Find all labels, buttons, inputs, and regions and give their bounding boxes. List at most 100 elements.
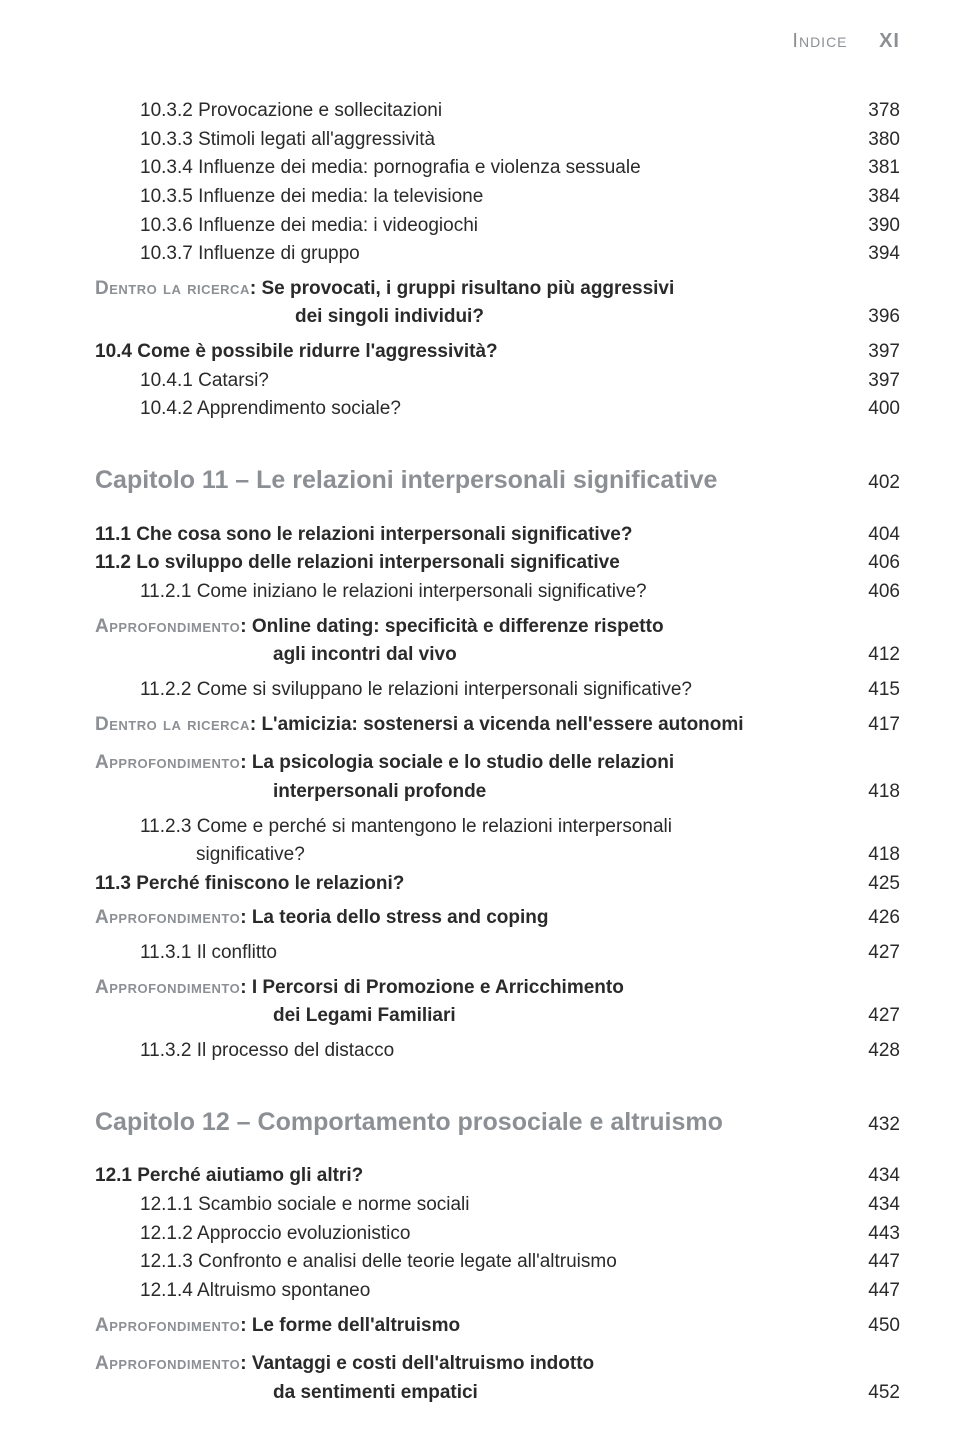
toc-callout-label: Approfondimento: [95, 752, 240, 773]
toc-callout-text: : L'amicizia: sostenersi a vicenda nell'…: [250, 714, 744, 735]
toc-page-number: 402: [845, 470, 900, 496]
header-label: Indice: [792, 30, 847, 52]
toc-callout-continuation: interpersonali profonde: [95, 779, 845, 805]
toc-page-number: 427: [845, 940, 900, 966]
toc-row: 11.2.3 Come e perché si mantengono le re…: [95, 814, 900, 840]
toc-row: Approfondimento: I Percorsi di Promozion…: [95, 975, 900, 1001]
toc-row: dei singoli individui?396: [95, 304, 900, 330]
toc-callout-continuation: da sentimenti empatici: [95, 1380, 845, 1406]
toc-row: Capitolo 12 – Comportamento prosociale e…: [95, 1106, 900, 1140]
toc-callout-label: Approfondimento: [95, 977, 240, 998]
toc-callout-label: Approfondimento: [95, 1315, 240, 1336]
toc-row: 12.1.1 Scambio sociale e norme sociali43…: [95, 1192, 900, 1218]
table-of-contents: 10.3.2 Provocazione e sollecitazioni3781…: [95, 98, 900, 1406]
toc-page-number: 447: [845, 1278, 900, 1304]
toc-subsection: 10.3.6 Influenze dei media: i videogioch…: [140, 213, 845, 239]
running-header: Indice XI: [95, 30, 900, 53]
toc-row: 12.1.2 Approccio evoluzionistico443: [95, 1221, 900, 1247]
toc-row: 11.2.1 Come iniziano le relazioni interp…: [95, 579, 900, 605]
toc-section: 11.3 Perché finiscono le relazioni?: [95, 871, 845, 897]
toc-row: Approfondimento: Online dating: specific…: [95, 614, 900, 640]
toc-row: 10.4.1 Catarsi?397: [95, 368, 900, 394]
toc-callout: Dentro la ricerca: Se provocati, i grupp…: [95, 276, 845, 302]
toc-callout-label: Approfondimento: [95, 1353, 240, 1374]
toc-page-number: 452: [845, 1380, 900, 1406]
toc-subsection: 11.3.1 Il conflitto: [140, 940, 845, 966]
toc-subsection: 12.1.1 Scambio sociale e norme sociali: [140, 1192, 845, 1218]
toc-callout-continuation: dei Legami Familiari: [95, 1003, 845, 1029]
toc-row: Capitolo 11 – Le relazioni interpersonal…: [95, 464, 900, 498]
toc-row: 10.3.7 Influenze di gruppo394: [95, 241, 900, 267]
toc-subsection: 12.1.3 Confronto e analisi delle teorie …: [140, 1249, 845, 1275]
toc-row: da sentimenti empatici452: [95, 1380, 900, 1406]
toc-page-number: 378: [845, 98, 900, 124]
toc-page-number: 397: [845, 339, 900, 365]
toc-section: 10.4 Come è possibile ridurre l'aggressi…: [95, 339, 845, 365]
toc-subsection: 10.3.7 Influenze di gruppo: [140, 241, 845, 267]
toc-page-number: 417: [845, 712, 900, 738]
toc-callout-text: : Se provocati, i gruppi risultano più a…: [250, 278, 674, 299]
toc-page-number: 432: [845, 1112, 900, 1138]
toc-row: 12.1.4 Altruismo spontaneo447: [95, 1278, 900, 1304]
toc-subsection-continuation: significative?: [140, 842, 845, 868]
toc-row: Dentro la ricerca: Se provocati, i grupp…: [95, 276, 900, 302]
toc-row: 12.1.3 Confronto e analisi delle teorie …: [95, 1249, 900, 1275]
toc-page-number: 381: [845, 155, 900, 181]
toc-page-number: 406: [845, 550, 900, 576]
toc-callout-label: Dentro la ricerca: [95, 278, 250, 299]
toc-page-number: 406: [845, 579, 900, 605]
toc-page-number: 404: [845, 522, 900, 548]
toc-callout-text: : La teoria dello stress and coping: [240, 907, 548, 928]
toc-callout-label: Approfondimento: [95, 616, 240, 637]
toc-callout-text: : La psicologia sociale e lo studio dell…: [240, 752, 674, 773]
toc-callout-text: : Vantaggi e costi dell'altruismo indott…: [240, 1353, 594, 1374]
toc-page-number: 397: [845, 368, 900, 394]
toc-page-number: 384: [845, 184, 900, 210]
toc-subsection: 10.4.2 Apprendimento sociale?: [140, 396, 845, 422]
toc-page-number: 425: [845, 871, 900, 897]
toc-row: 10.3.4 Influenze dei media: pornografia …: [95, 155, 900, 181]
toc-row: Approfondimento: Vantaggi e costi dell'a…: [95, 1351, 900, 1377]
spacer: [95, 1341, 900, 1351]
toc-page-number: 434: [845, 1163, 900, 1189]
toc-row: 11.3.1 Il conflitto427: [95, 940, 900, 966]
spacer: [95, 740, 900, 750]
toc-subsection: 10.3.2 Provocazione e sollecitazioni: [140, 98, 845, 124]
toc-row: 11.1 Che cosa sono le relazioni interper…: [95, 522, 900, 548]
toc-subsection: 12.1.2 Approccio evoluzionistico: [140, 1221, 845, 1247]
toc-row: 10.4 Come è possibile ridurre l'aggressi…: [95, 339, 900, 365]
toc-page-number: 415: [845, 677, 900, 703]
toc-chapter-title: Capitolo 12 – Comportamento prosociale e…: [95, 1106, 845, 1140]
toc-page-number: 434: [845, 1192, 900, 1218]
toc-page-number: 390: [845, 213, 900, 239]
toc-subsection: 11.2.2 Come si sviluppano le relazioni i…: [140, 677, 845, 703]
toc-row: 11.2.2 Come si sviluppano le relazioni i…: [95, 677, 900, 703]
toc-page-number: 426: [845, 905, 900, 931]
toc-page-number: 396: [845, 304, 900, 330]
toc-row: 10.3.6 Influenze dei media: i videogioch…: [95, 213, 900, 239]
toc-page-number: 380: [845, 127, 900, 153]
toc-row: interpersonali profonde418: [95, 779, 900, 805]
toc-row: 10.3.3 Stimoli legati all'aggressività38…: [95, 127, 900, 153]
toc-callout: Approfondimento: Vantaggi e costi dell'a…: [95, 1351, 845, 1377]
toc-callout-label: Approfondimento: [95, 907, 240, 928]
toc-page-number: 443: [845, 1221, 900, 1247]
toc-row: 10.3.2 Provocazione e sollecitazioni378: [95, 98, 900, 124]
toc-page-number: 400: [845, 396, 900, 422]
toc-page-number: 447: [845, 1249, 900, 1275]
toc-section: 11.2 Lo sviluppo delle relazioni interpe…: [95, 550, 845, 576]
toc-callout-continuation: dei singoli individui?: [95, 304, 845, 330]
toc-subsection: 11.2.3 Come e perché si mantengono le re…: [140, 814, 845, 840]
toc-page-number: 450: [845, 1313, 900, 1339]
toc-row: 12.1 Perché aiutiamo gli altri?434: [95, 1163, 900, 1189]
toc-row: Approfondimento: La psicologia sociale e…: [95, 750, 900, 776]
toc-row: 10.3.5 Influenze dei media: la televisio…: [95, 184, 900, 210]
toc-callout: Dentro la ricerca: L'amicizia: sosteners…: [95, 712, 845, 738]
toc-row: 10.4.2 Apprendimento sociale?400: [95, 396, 900, 422]
toc-subsection: 11.2.1 Come iniziano le relazioni interp…: [140, 579, 845, 605]
toc-callout-text: : Online dating: specificità e differenz…: [240, 616, 663, 637]
toc-page-number: 427: [845, 1003, 900, 1029]
toc-page-number: 418: [845, 779, 900, 805]
toc-page-number: 418: [845, 842, 900, 868]
toc-subsection: 10.4.1 Catarsi?: [140, 368, 845, 394]
